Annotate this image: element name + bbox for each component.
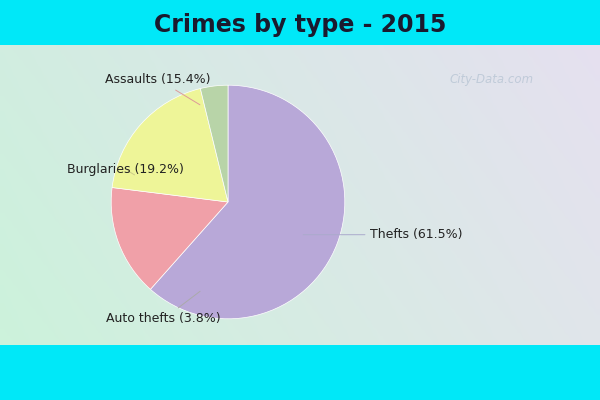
Wedge shape	[200, 85, 228, 202]
Text: Burglaries (19.2%): Burglaries (19.2%)	[67, 163, 184, 176]
Wedge shape	[112, 88, 228, 202]
Text: Auto thefts (3.8%): Auto thefts (3.8%)	[106, 291, 221, 325]
Text: Crimes by type - 2015: Crimes by type - 2015	[154, 13, 446, 37]
Text: Assaults (15.4%): Assaults (15.4%)	[105, 73, 211, 105]
Text: Thefts (61.5%): Thefts (61.5%)	[303, 228, 463, 241]
Text: City-Data.com: City-Data.com	[450, 74, 534, 86]
Wedge shape	[151, 85, 345, 319]
Wedge shape	[111, 188, 228, 289]
